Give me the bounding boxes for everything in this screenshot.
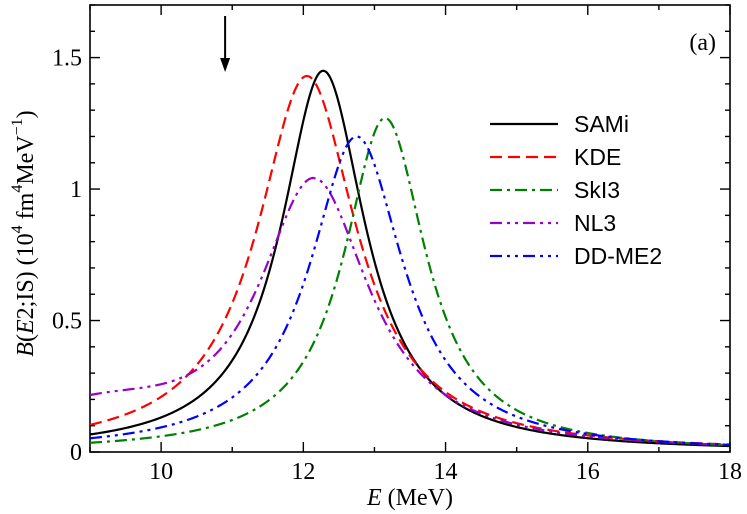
x-axis-title-symbol: E [366,485,382,511]
y-tick-label: 1.5 [52,46,82,72]
panel-label: (a) [689,30,716,56]
y-axis-title-e: E [13,319,39,335]
legend-label-kde: KDE [574,144,621,170]
y-axis-title-b: B [13,342,39,357]
y-tick-label: 1 [70,177,82,203]
legend-label-ski3: SkI3 [574,177,620,203]
series-line-nl3 [89,176,731,447]
x-tick-label: 12 [291,459,315,485]
series-line-ski3 [89,117,731,447]
y-axis-title-rest: 2;IS) (10 [13,233,39,319]
x-tick-label: 18 [718,459,742,485]
y-tick-label: 0.5 [52,309,82,335]
legend-label-sami: SAMi [574,111,629,137]
y-axis-title-fm: fm [13,192,39,225]
series-line-sami [89,69,731,448]
plot-frame [89,4,731,453]
series-line-dd-me2 [89,135,731,446]
x-tick-label: 10 [149,459,173,485]
y-axis-title-paren: ( [13,334,39,342]
arrow-head [220,58,231,72]
y-axis-title-exp4b: 4 [9,185,26,193]
legend-label-nl3: NL3 [574,210,616,236]
axis-ticks [89,4,731,453]
y-axis-title: B(E2;IS) (104 fm4MeV−1) [9,110,39,356]
x-tick-label: 16 [576,459,600,485]
y-axis-title-mev: MeV [13,135,39,185]
y-axis-title-expm1: −1 [9,118,26,135]
legend: SAMi KDE SkI3 NL3 DD-ME2 [490,111,662,269]
plot-area [89,4,731,453]
x-axis-title: E (MeV) [366,485,453,511]
y-axis-title-exp4: 4 [9,225,26,233]
energy-arrow-indicator [220,16,231,72]
y-tick-label: 0 [70,440,82,466]
legend-label-dd-me2: DD-ME2 [574,243,662,269]
y-axis-title-close: ) [13,110,39,118]
x-axis-title-unit: (MeV) [382,485,453,511]
data-curves [89,69,731,448]
x-tick-label: 14 [434,459,458,485]
